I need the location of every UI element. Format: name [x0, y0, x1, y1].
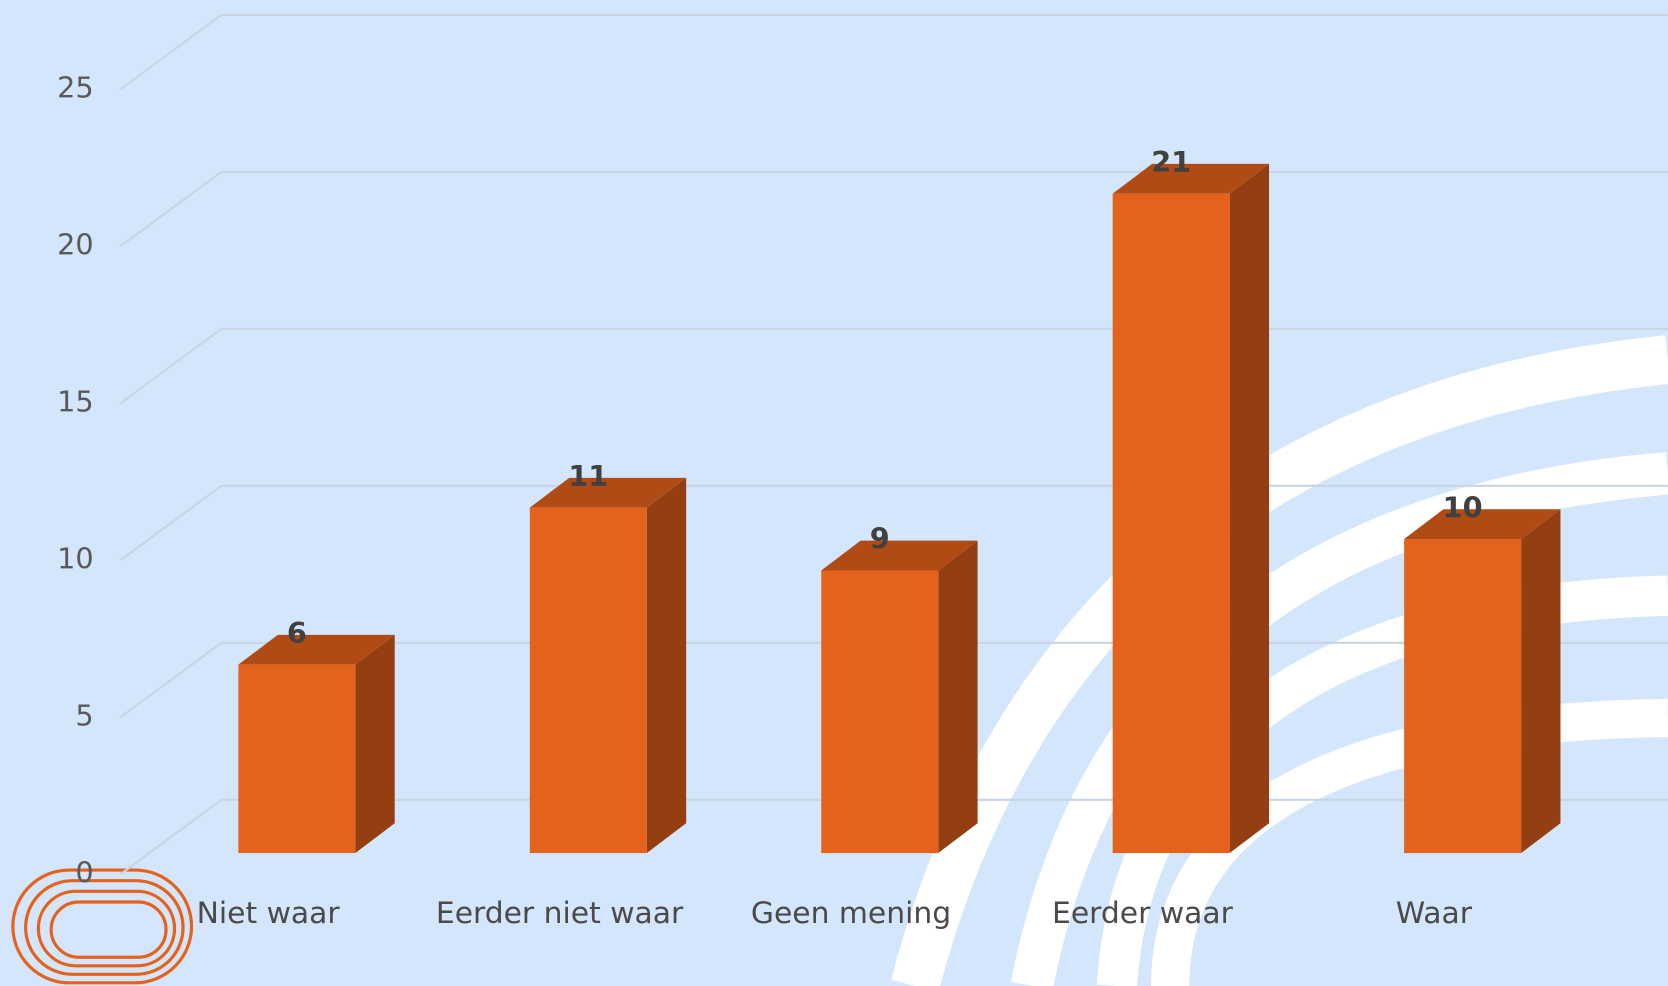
bar-side [1229, 163, 1270, 854]
x-tick-label: Eerder waar [1052, 896, 1234, 931]
bar-top [238, 634, 395, 665]
bar-side [646, 477, 687, 854]
y-tick-label: 25 [57, 70, 94, 104]
value-label: 21 [1151, 145, 1191, 179]
x-tick-label: Niet waar [197, 896, 341, 931]
labels: 0 5 10 15 20 25 Niet waar 6 Eerder niet waar 11 Ge… [57, 70, 1482, 931]
bar [821, 570, 939, 854]
bar-top [1404, 509, 1561, 540]
value-label: 6 [287, 616, 307, 650]
bar-top [821, 540, 978, 571]
value-label: 9 [870, 522, 890, 556]
bar-top [529, 477, 687, 508]
bar-side [355, 634, 395, 854]
bar-top [1112, 163, 1270, 194]
bar [238, 664, 356, 854]
bar [529, 507, 647, 854]
grid-line [119, 170, 1668, 248]
value-label: 11 [568, 459, 608, 493]
x-tick-label: Geen mening [751, 896, 951, 931]
y-tick-label: 10 [57, 541, 94, 575]
bar [1112, 193, 1230, 854]
bars [238, 163, 1561, 854]
value-label: 10 [1443, 490, 1483, 524]
grid-line [119, 13, 1668, 91]
logo [11, 868, 194, 985]
bar-side [1521, 509, 1561, 854]
x-tick-label: Waar [1396, 896, 1473, 931]
bar-side [938, 540, 978, 854]
y-tick-label: 20 [57, 227, 94, 261]
bar [1404, 539, 1522, 854]
y-tick-label: 5 [75, 698, 93, 732]
y-tick-label: 0 [75, 855, 93, 889]
y-tick-label: 15 [57, 384, 94, 418]
x-tick-label: Eerder niet waar [436, 896, 684, 931]
